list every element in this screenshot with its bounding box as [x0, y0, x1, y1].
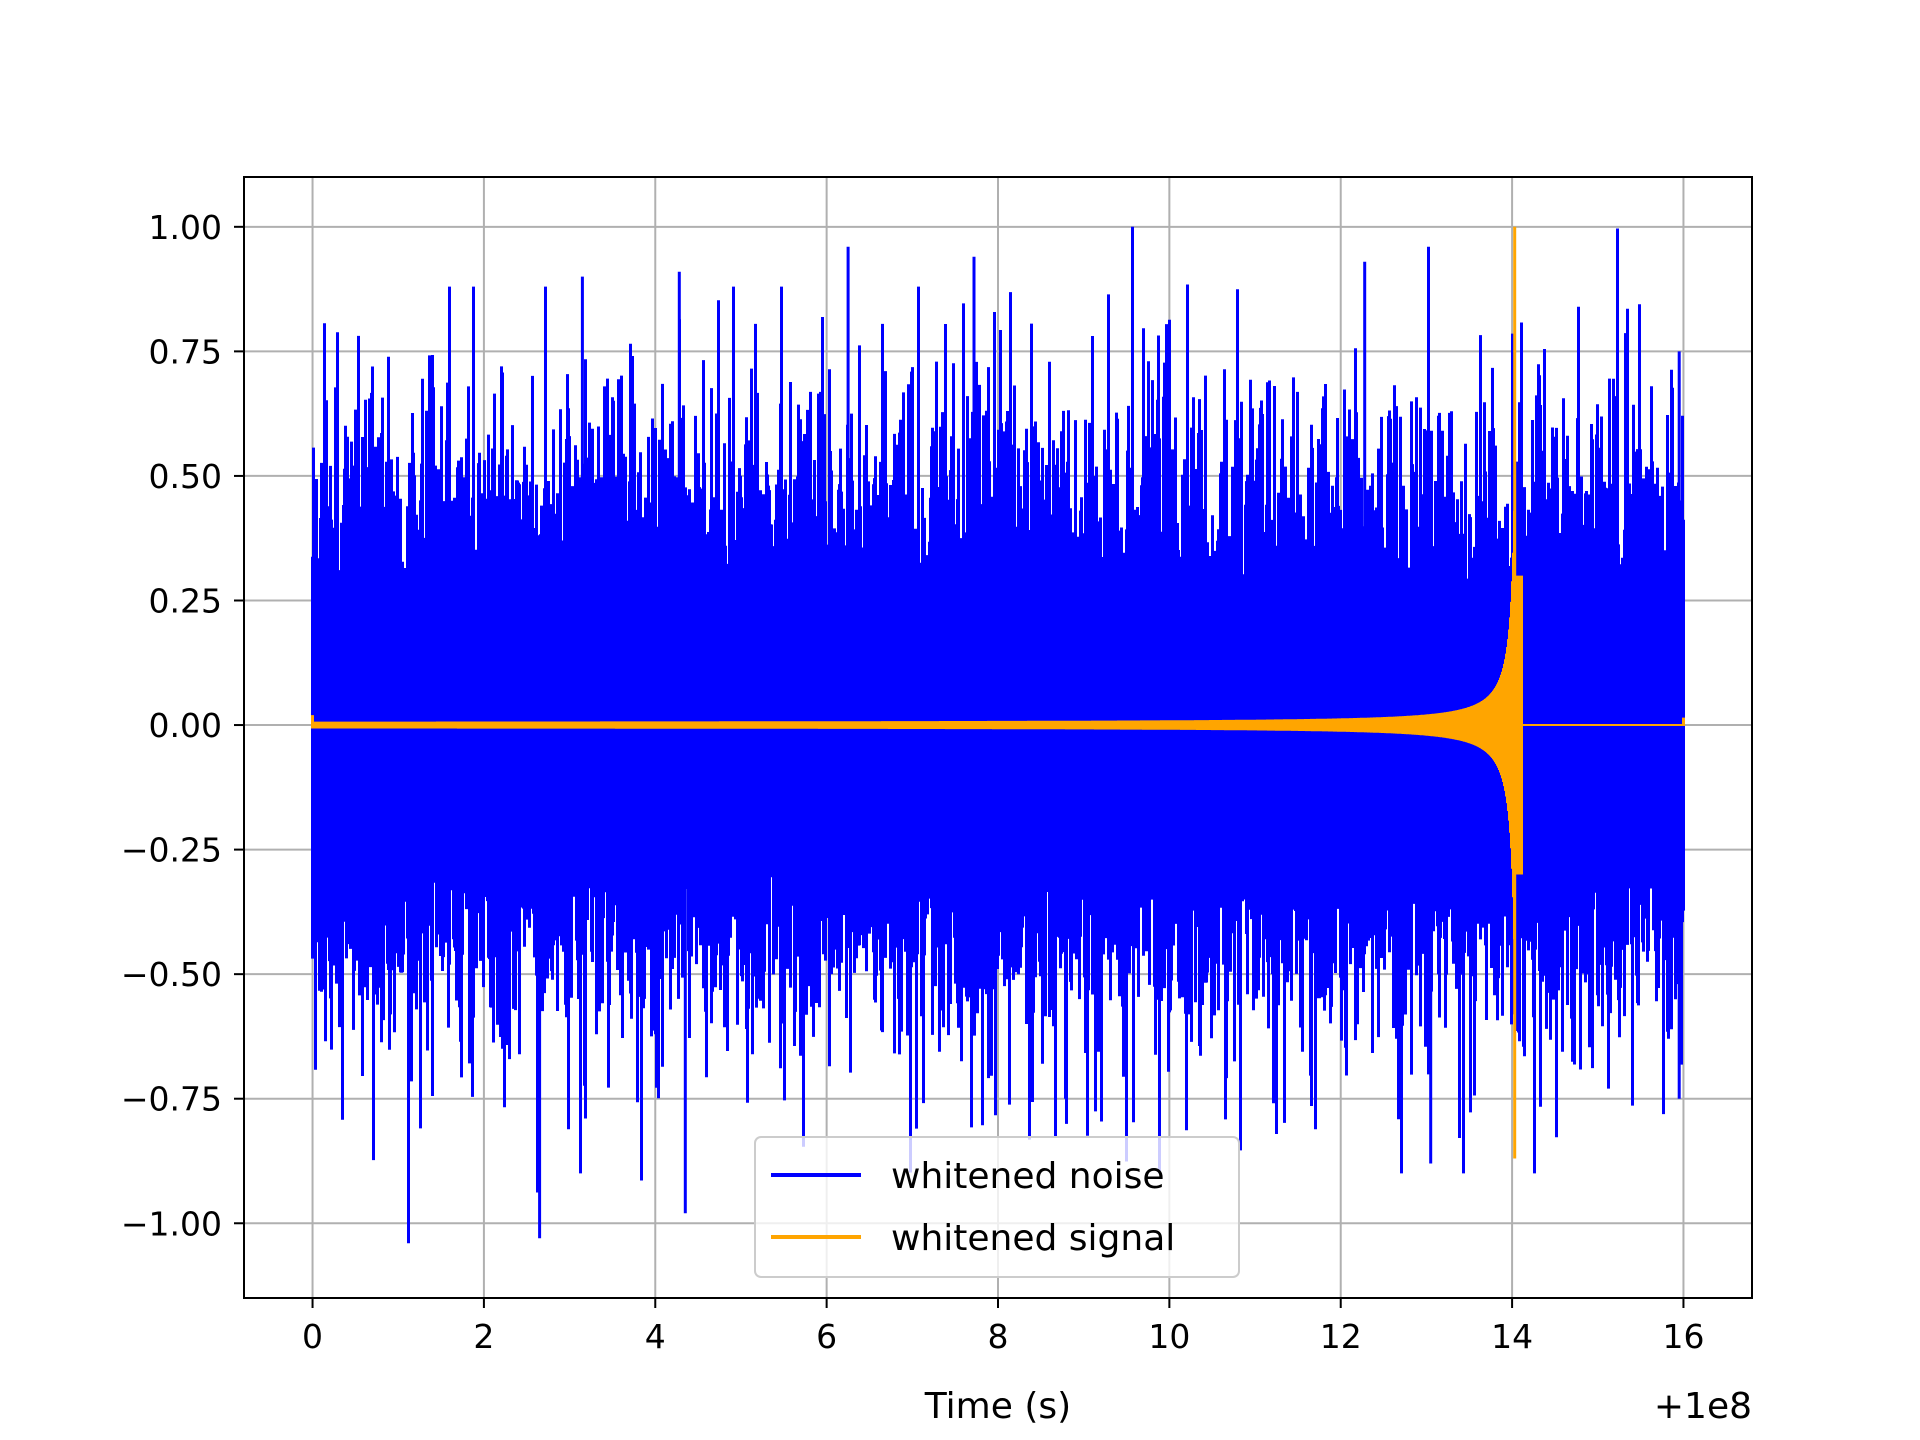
- y-tick-label: −0.75: [121, 1080, 222, 1119]
- y-tick-label: −1.00: [121, 1204, 222, 1243]
- y-tick-label: 0.50: [149, 457, 222, 496]
- legend: whitened noise whitened signal: [754, 1136, 1240, 1278]
- y-tick-label: 0.75: [149, 332, 222, 371]
- legend-box: [754, 1136, 1240, 1278]
- x-tick-label: 16: [1662, 1317, 1704, 1356]
- x-tick-label: 4: [645, 1317, 666, 1356]
- series-whitened-signal: [311, 226, 1685, 1159]
- series-layer: [311, 226, 1685, 1244]
- y-tick-label: −0.25: [121, 831, 222, 870]
- x-axis-offset-label: +1e8: [1654, 1386, 1752, 1427]
- x-tick-label: 10: [1148, 1317, 1190, 1356]
- x-tick-label: 6: [816, 1317, 837, 1356]
- x-tick-label: 12: [1320, 1317, 1362, 1356]
- y-tick-label: 1.00: [149, 208, 222, 247]
- y-axis: 1.00 0.75 0.50 0.25 0.00 −0.25 −0.50 −0.75 −1.00: [121, 208, 244, 1243]
- y-tick-label: −0.50: [121, 955, 222, 994]
- x-axis-label: Time (s): [924, 1386, 1071, 1427]
- x-tick-label: 0: [302, 1317, 323, 1356]
- x-tick-label: 14: [1491, 1317, 1533, 1356]
- legend-label: whitened noise: [891, 1156, 1165, 1197]
- x-tick-label: 2: [473, 1317, 494, 1356]
- x-axis: 0 2 4 6 8 10 12 14 16: [302, 1298, 1704, 1356]
- y-tick-label: 0.25: [149, 581, 222, 620]
- legend-label: whitened signal: [891, 1218, 1175, 1259]
- y-tick-label: 0.00: [149, 706, 222, 745]
- x-tick-label: 8: [988, 1317, 1009, 1356]
